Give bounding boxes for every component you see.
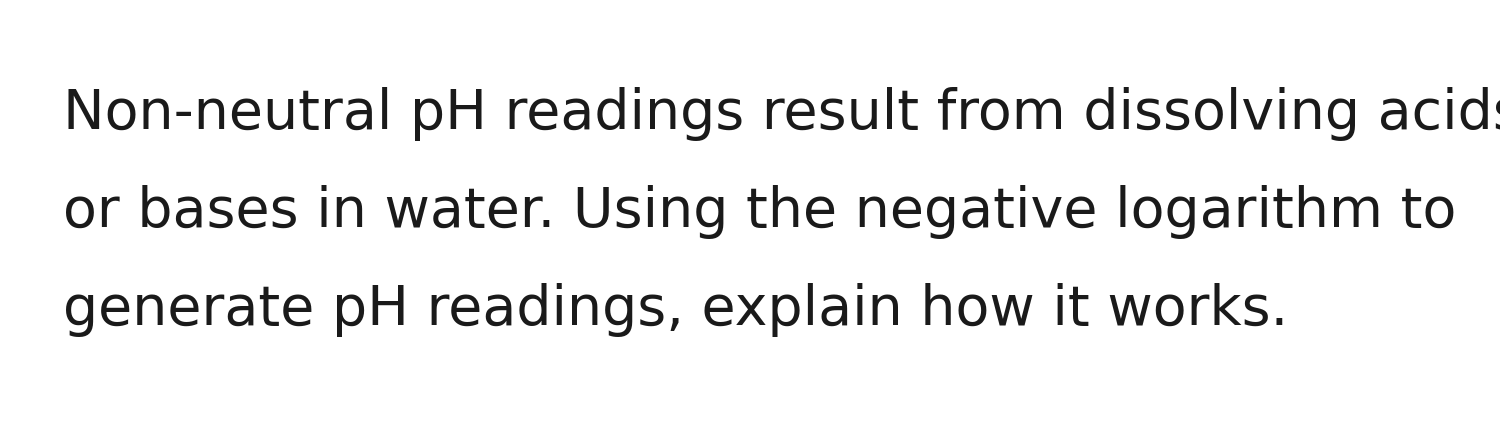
Text: Non-neutral pH readings result from dissolving acids: Non-neutral pH readings result from diss… bbox=[63, 87, 1500, 142]
Text: generate pH readings, explain how it works.: generate pH readings, explain how it wor… bbox=[63, 282, 1288, 337]
Text: or bases in water. Using the negative logarithm to: or bases in water. Using the negative lo… bbox=[63, 185, 1456, 239]
